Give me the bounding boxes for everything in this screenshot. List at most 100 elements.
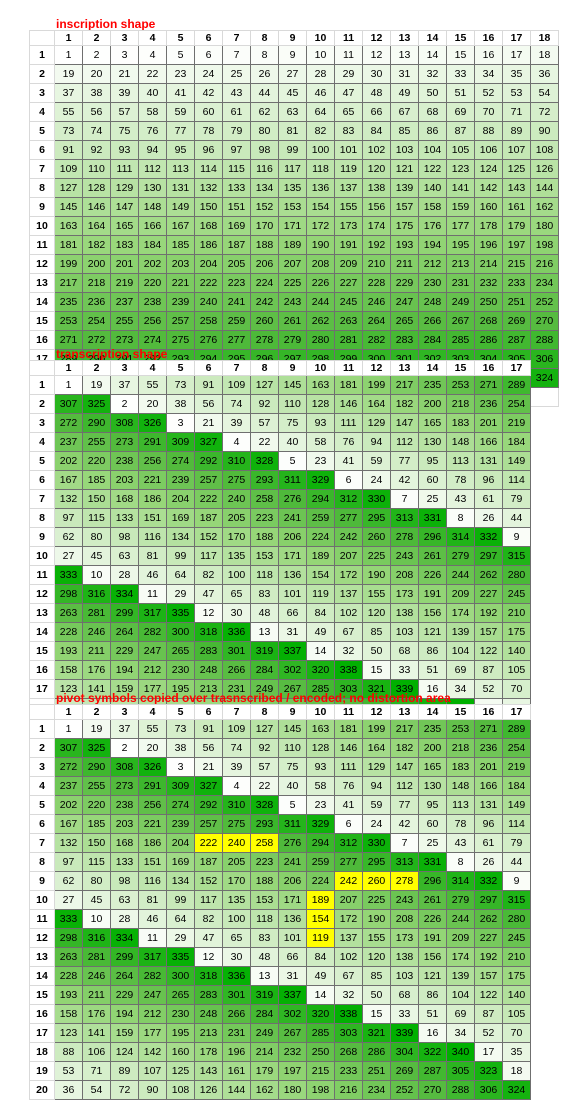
grid-cell: 66 <box>362 102 391 122</box>
grid-cell: 226 <box>418 565 447 585</box>
grid-cell: 85 <box>362 622 391 642</box>
grid-cell: 239 <box>166 470 195 490</box>
grid-cell: 127 <box>250 719 279 739</box>
grid-cell: 181 <box>334 375 363 395</box>
grid-cell: 127 <box>250 375 279 395</box>
column-number: 2 <box>82 30 111 46</box>
grid-cell: 317 <box>138 947 167 967</box>
grid-cell: 337 <box>278 985 307 1005</box>
grid-cell: 187 <box>222 235 251 255</box>
grid-cell: 172 <box>334 909 363 929</box>
grid-cell: 45 <box>82 890 111 910</box>
grid-cell: 291 <box>138 432 167 452</box>
grid-cell: 199 <box>54 254 83 274</box>
grid-cell: 198 <box>530 235 559 255</box>
grid-cell: 305 <box>446 1061 475 1081</box>
column-number: 17 <box>502 704 531 720</box>
grid-cell: 16 <box>418 1023 447 1043</box>
grid-cell: 261 <box>278 311 307 331</box>
grid-cell: 26 <box>474 508 503 528</box>
grid-cell: 280 <box>306 330 335 350</box>
table-row: 11 333 10 28 46 64 82 100 118 136 154 172 190 208 226 2… <box>29 565 531 585</box>
grid-cell: 274 <box>166 451 195 471</box>
grid-cell: 292 <box>194 451 223 471</box>
grid-cell: 50 <box>362 985 391 1005</box>
grid-cell: 131 <box>474 795 503 815</box>
grid-cell: 160 <box>166 1042 195 1062</box>
grid-cell: 196 <box>222 1042 251 1062</box>
grid-cell: 264 <box>110 966 139 986</box>
column-number: 7 <box>222 704 251 720</box>
title-transcription: transcription shape <box>56 347 168 361</box>
grid-cell: 184 <box>502 432 531 452</box>
grid-cell: 79 <box>502 833 531 853</box>
grid-cell: 94 <box>138 140 167 160</box>
column-number: 5 <box>166 30 195 46</box>
grid-cell: 50 <box>418 83 447 103</box>
grid-cell: 299 <box>110 603 139 623</box>
grid-cell: 70 <box>502 1023 531 1043</box>
grid-cell: 95 <box>418 451 447 471</box>
grid-cell: 295 <box>362 852 391 872</box>
grid-cell: 44 <box>502 852 531 872</box>
grid-cell: 223 <box>222 273 251 293</box>
grid-cell: 325 <box>82 394 111 414</box>
row-number: 11 <box>29 235 55 255</box>
grid-cell: 207 <box>334 890 363 910</box>
grid-cell: 187 <box>194 852 223 872</box>
grid-cell: 241 <box>278 508 307 528</box>
grid-cell: 48 <box>250 947 279 967</box>
grid-cell: 9 <box>502 871 531 891</box>
grid-cell: 97 <box>222 140 251 160</box>
grid-cell: 40 <box>278 776 307 796</box>
row-number: 7 <box>29 489 55 509</box>
grid-cell: 157 <box>390 197 419 217</box>
row-number: 13 <box>29 947 55 967</box>
grid-cell: 2 <box>110 394 139 414</box>
grid-cell: 231 <box>222 1023 251 1043</box>
grid-cell: 92 <box>250 738 279 758</box>
column-number: 9 <box>278 30 307 46</box>
grid-cell: 284 <box>418 330 447 350</box>
grid-cell: 47 <box>334 83 363 103</box>
grid-cell: 190 <box>362 909 391 929</box>
grid-cell: 174 <box>446 947 475 967</box>
grid-cell: 217 <box>54 273 83 293</box>
grid-cell: 91 <box>54 140 83 160</box>
grid-cell: 74 <box>82 121 111 141</box>
grid-cell: 7 <box>222 45 251 65</box>
table-row: 14 228 246 264 282 300 318 336 13 31 49 67 85 103 121 1… <box>29 622 531 642</box>
grid-cell: 93 <box>110 140 139 160</box>
grid-cell: 123 <box>446 159 475 179</box>
grid-cell: 287 <box>418 1061 447 1081</box>
grid-cell: 1 <box>54 375 83 395</box>
grid-cell: 16 <box>474 45 503 65</box>
grid-cell: 199 <box>362 719 391 739</box>
grid-cell: 76 <box>334 776 363 796</box>
grid-cell: 173 <box>390 928 419 948</box>
table-row: 14 228 246 264 282 300 318 336 13 31 49 67 85 103 121 1… <box>29 966 531 986</box>
grid-cell: 319 <box>250 641 279 661</box>
grid-cell: 336 <box>222 966 251 986</box>
grid-cell: 92 <box>82 140 111 160</box>
row-number: 7 <box>29 159 55 179</box>
grid-cell: 184 <box>502 776 531 796</box>
grid-cell: 155 <box>362 584 391 604</box>
grid-cell: 208 <box>390 565 419 585</box>
grid-cell: 268 <box>474 311 503 331</box>
grid-cell: 231 <box>446 273 475 293</box>
grid-cell: 293 <box>250 814 279 834</box>
grid-cell: 153 <box>250 546 279 566</box>
grid-cell: 277 <box>334 508 363 528</box>
column-number: 10 <box>306 30 335 46</box>
grid-cell: 163 <box>306 719 335 739</box>
grid-cell: 115 <box>82 852 111 872</box>
grid-cell: 72 <box>530 102 559 122</box>
grid-cell: 129 <box>362 413 391 433</box>
row-number: 2 <box>29 738 55 758</box>
grid-cell: 113 <box>446 451 475 471</box>
row-number: 14 <box>29 966 55 986</box>
grid-cell: 147 <box>110 197 139 217</box>
empty-cell <box>530 387 559 407</box>
grid-cell: 234 <box>362 1080 391 1100</box>
